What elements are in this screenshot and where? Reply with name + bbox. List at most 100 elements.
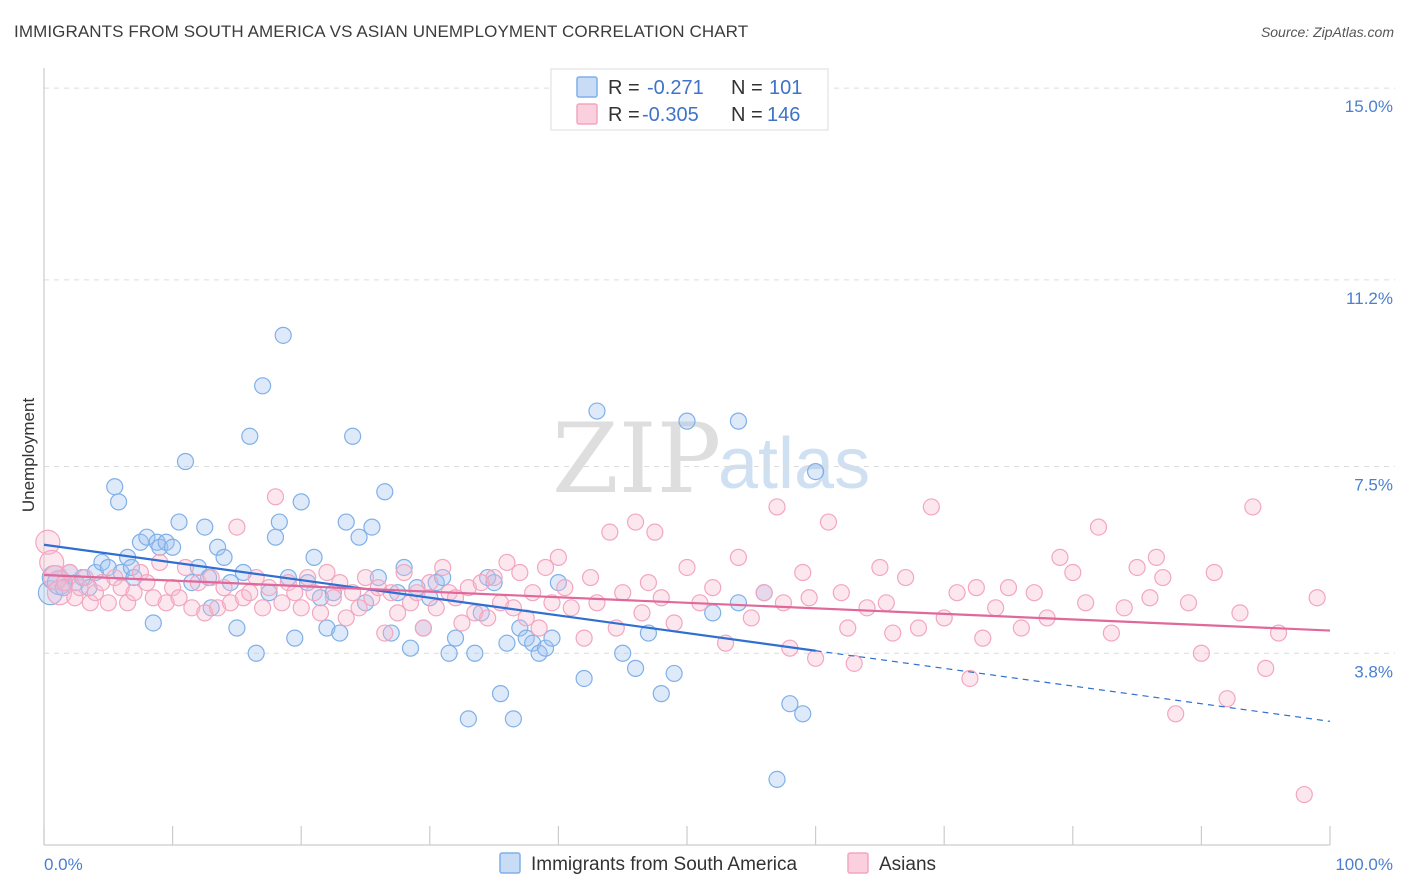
point-asians-17	[131, 563, 150, 582]
trend-line-asians	[43, 573, 1331, 632]
point-south-america-34	[228, 619, 246, 637]
legend-bottom: Immigrants from South America Asians	[499, 852, 936, 875]
point-south-america-23	[164, 538, 182, 556]
x-tick-labels: 0.0% 100.0%	[44, 855, 1393, 874]
point-asians-61	[414, 619, 432, 637]
y-axis-label: Unemployment	[19, 398, 38, 513]
point-asians-102	[742, 609, 760, 627]
point-south-america-54	[350, 528, 368, 546]
point-south-america-77	[504, 710, 522, 728]
point-asians-38	[266, 488, 285, 506]
point-asians-116	[897, 568, 915, 587]
point-asians-78	[524, 584, 542, 602]
watermark-zip: ZIP	[552, 403, 721, 515]
point-asians-119	[935, 609, 953, 627]
point-south-america-85	[575, 669, 593, 688]
point-south-america-70	[459, 710, 477, 728]
point-south-america-53	[344, 427, 362, 445]
legend-n-value-2: 146	[767, 104, 800, 126]
point-south-america-94	[729, 412, 748, 430]
legend-top: R = -0.271 N = 101 R = -0.305 N = 146	[550, 68, 829, 131]
point-asians-16	[125, 584, 143, 602]
point-asians-51	[350, 599, 368, 617]
point-south-america-69	[446, 629, 465, 647]
point-south-america-95	[768, 770, 786, 789]
point-south-america-25	[176, 452, 195, 471]
point-asians-3	[46, 580, 73, 606]
point-asians-6	[66, 589, 84, 607]
point-asians-55	[376, 624, 394, 642]
point-asians-99	[704, 579, 722, 597]
series-immigrants-from-south-america	[37, 326, 825, 789]
point-asians-150	[967, 579, 985, 597]
point-asians-10	[86, 584, 105, 602]
point-asians-18	[138, 574, 156, 592]
bottom-legend-label-blue: Immigrants from South America	[531, 854, 798, 875]
point-south-america-49	[318, 619, 336, 637]
point-south-america-37	[247, 644, 265, 662]
point-asians-105	[774, 594, 793, 612]
point-asians-91	[626, 513, 645, 531]
point-asians-27	[196, 604, 214, 622]
point-asians-58	[395, 563, 413, 582]
point-south-america-82	[536, 639, 555, 657]
point-asians-95	[652, 589, 670, 607]
point-south-america-96	[806, 462, 825, 481]
point-asians-143	[1244, 498, 1262, 516]
point-asians-134	[1128, 558, 1146, 577]
point-asians-137	[1167, 705, 1185, 723]
point-asians-9	[81, 594, 99, 612]
series-asians	[35, 488, 1326, 804]
point-asians-130	[1077, 594, 1095, 612]
legend-n-label-1: N =	[731, 77, 763, 99]
bottom-legend-swatch-pink	[847, 852, 869, 874]
point-asians-0	[35, 529, 61, 555]
point-asians-92	[633, 604, 651, 622]
point-asians-121	[961, 669, 979, 688]
point-south-america-83	[543, 629, 561, 647]
point-south-america-0	[37, 580, 64, 606]
point-south-america-58	[376, 483, 394, 501]
x-tick-label-0: 0.0%	[44, 855, 83, 874]
point-asians-72	[485, 568, 503, 587]
point-south-america-71	[466, 644, 484, 662]
trend-line-south-america	[43, 543, 816, 652]
point-asians-97	[678, 558, 696, 577]
point-south-america-59	[382, 624, 400, 642]
point-south-america-57	[369, 568, 387, 587]
point-south-america-91	[665, 664, 683, 683]
point-asians-115	[884, 624, 902, 642]
point-south-america-36	[241, 427, 259, 445]
point-asians-135	[1141, 589, 1159, 607]
point-south-america-47	[305, 548, 323, 566]
point-asians-80	[536, 558, 555, 577]
point-asians-5	[61, 563, 79, 582]
bottom-legend-swatch-blue	[499, 852, 521, 874]
point-asians-62	[421, 574, 439, 592]
point-asians-136	[1154, 568, 1172, 587]
point-asians-79	[530, 619, 548, 637]
point-asians-41	[286, 584, 304, 602]
watermark-atlas: atlas	[718, 424, 870, 504]
point-asians-15	[118, 594, 137, 612]
legend-r-value-2: -0.305	[642, 104, 699, 126]
x-tick-label-1: 100.0%	[1335, 855, 1393, 874]
chart-title: IMMIGRANTS FROM SOUTH AMERICA VS ASIAN U…	[14, 22, 749, 41]
point-asians-21	[157, 594, 175, 612]
point-south-america-56	[363, 518, 381, 536]
legend-n-value-1: 101	[769, 77, 802, 99]
point-asians-146	[1295, 785, 1313, 804]
point-asians-32	[228, 518, 246, 536]
point-asians-52	[356, 568, 375, 587]
point-asians-42	[292, 599, 310, 617]
point-asians-31	[221, 594, 240, 612]
point-asians-118	[922, 498, 940, 516]
point-south-america-28	[196, 518, 214, 536]
point-asians-151	[1147, 548, 1165, 566]
point-asians-147	[1308, 589, 1326, 607]
point-asians-37	[260, 579, 278, 597]
point-asians-67	[453, 614, 471, 632]
point-south-america-62	[401, 639, 420, 657]
point-south-america-11	[106, 478, 124, 496]
